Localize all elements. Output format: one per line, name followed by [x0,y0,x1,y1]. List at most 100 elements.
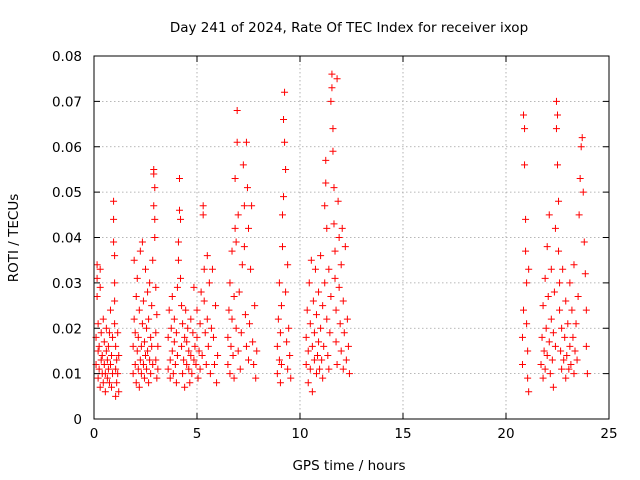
data-point [322,156,330,164]
data-point [144,288,152,296]
data-point [111,320,119,328]
data-point [518,333,526,341]
data-point [580,238,588,246]
data-point [236,365,244,373]
data-point [145,379,153,387]
data-point [308,342,316,350]
data-point [554,161,561,169]
data-point [320,342,328,350]
data-point [115,388,123,396]
data-point [286,351,294,359]
data-point [111,279,119,287]
data-point [183,361,191,369]
data-point [130,256,138,264]
data-point [190,356,198,364]
data-point [327,292,335,300]
y-tick-label: 0.04 [52,231,82,247]
data-point [152,283,160,291]
data-point [306,365,314,373]
data-point [231,175,239,183]
data-point [281,88,289,96]
data-point [193,306,201,314]
data-point [525,388,533,396]
data-point [564,320,572,328]
data-point [95,365,103,373]
data-point [175,206,183,214]
data-point [154,342,162,350]
data-point [549,383,557,391]
data-point [139,297,147,305]
data-point [153,374,161,382]
data-point [521,161,529,169]
data-point [240,243,248,251]
data-point [93,292,101,300]
data-point [99,315,107,323]
data-point [575,211,583,219]
data-point [179,370,187,378]
data-point [233,138,241,146]
data-point [572,320,580,328]
data-point [232,238,240,246]
data-point [153,311,161,319]
data-point [251,302,259,310]
data-point [196,320,204,328]
data-point [280,193,288,201]
data-point [190,283,198,291]
data-point [202,361,210,369]
data-point [150,202,158,210]
data-point [540,347,548,355]
data-point [561,333,569,341]
data-point [243,184,251,192]
data-point [523,320,531,328]
data-point [570,370,578,378]
data-point [308,388,316,396]
data-point [581,270,589,278]
data-point [542,324,550,332]
data-point [114,370,122,378]
data-point [103,356,111,364]
y-tick-label: 0.03 [52,276,82,292]
data-point [111,252,119,260]
data-point [555,197,563,205]
x-tick-label: 5 [193,426,202,442]
data-point [539,374,547,382]
data-point [302,333,310,341]
data-point [212,302,220,310]
data-point [112,365,120,373]
data-point [325,365,333,373]
chart-title: Day 241 of 2024, Rate Of TEC Index for r… [170,20,528,36]
data-point [102,347,110,355]
data-point [523,279,531,287]
data-point [138,320,146,328]
data-point [546,370,554,378]
data-point [521,125,529,133]
grid [94,56,609,419]
data-point [207,324,215,332]
data-point [239,161,247,169]
data-point [136,247,144,255]
data-point [192,361,200,369]
data-point [579,188,587,196]
data-point [175,175,183,183]
data-point [200,265,208,273]
data-point [335,283,343,291]
data-point [326,329,334,337]
data-point [551,342,559,350]
data-point [275,279,283,287]
data-point [344,342,352,350]
data-point [143,365,151,373]
data-point [186,379,194,387]
data-point [275,356,283,364]
data-point [94,347,102,355]
data-point [569,333,577,341]
data-point [101,370,109,378]
data-point [520,111,528,119]
y-tick-label: 0.06 [52,140,82,156]
data-point [545,338,553,346]
y-tick-label: 0.07 [52,94,82,110]
data-point [539,302,547,310]
data-point [149,256,157,264]
data-point [330,220,338,228]
data-point [178,302,186,310]
data-point [199,211,207,219]
